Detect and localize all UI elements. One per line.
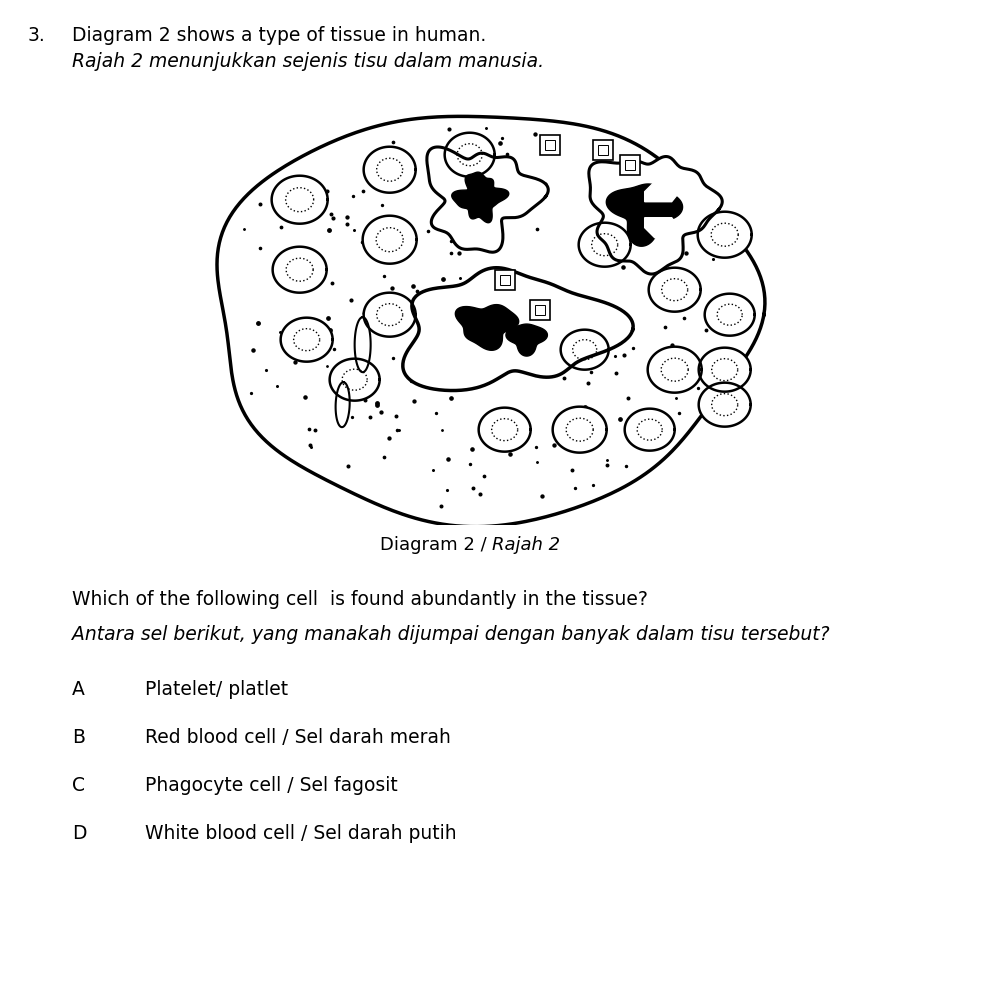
Polygon shape	[552, 407, 607, 453]
Polygon shape	[698, 211, 752, 258]
Polygon shape	[427, 147, 549, 252]
Polygon shape	[281, 318, 332, 362]
Text: C: C	[72, 776, 85, 795]
Text: Diagram 2 /: Diagram 2 /	[379, 536, 492, 554]
Text: Rajah 2 menunjukkan sejenis tisu dalam manusia.: Rajah 2 menunjukkan sejenis tisu dalam m…	[72, 52, 545, 71]
Polygon shape	[364, 147, 416, 193]
Polygon shape	[607, 184, 682, 246]
Polygon shape	[452, 172, 509, 222]
Polygon shape	[619, 155, 640, 175]
Polygon shape	[329, 359, 379, 401]
Polygon shape	[645, 217, 679, 238]
Text: Rajah 2: Rajah 2	[492, 536, 560, 554]
Polygon shape	[363, 215, 417, 264]
Polygon shape	[560, 330, 608, 370]
Text: Red blood cell / Sel darah merah: Red blood cell / Sel darah merah	[145, 728, 451, 747]
Polygon shape	[494, 270, 515, 289]
Polygon shape	[624, 409, 674, 451]
Polygon shape	[699, 382, 751, 427]
Text: Diagram 2 shows a type of tissue in human.: Diagram 2 shows a type of tissue in huma…	[72, 26, 487, 45]
Polygon shape	[479, 408, 531, 452]
Polygon shape	[530, 299, 549, 320]
Text: White blood cell / Sel darah putih: White blood cell / Sel darah putih	[145, 824, 457, 843]
Polygon shape	[271, 176, 327, 223]
Text: 3.: 3.	[28, 26, 46, 45]
Polygon shape	[645, 182, 679, 202]
Polygon shape	[699, 348, 751, 391]
Text: A: A	[72, 680, 85, 699]
Text: Which of the following cell  is found abundantly in the tissue?: Which of the following cell is found abu…	[72, 590, 648, 609]
Polygon shape	[403, 268, 633, 390]
Polygon shape	[540, 134, 559, 155]
Polygon shape	[648, 347, 702, 392]
Polygon shape	[593, 139, 612, 160]
Text: D: D	[72, 824, 87, 843]
Text: Platelet/ platlet: Platelet/ platlet	[145, 680, 288, 699]
Text: Antara sel berikut, yang manakah dijumpai dengan banyak dalam tisu tersebut?: Antara sel berikut, yang manakah dijumpa…	[72, 625, 830, 644]
Polygon shape	[444, 132, 494, 177]
Polygon shape	[579, 222, 631, 267]
Polygon shape	[355, 317, 371, 372]
Polygon shape	[364, 292, 416, 337]
Polygon shape	[455, 304, 519, 351]
Text: Phagocyte cell / Sel fagosit: Phagocyte cell / Sel fagosit	[145, 776, 398, 795]
Text: B: B	[72, 728, 85, 747]
Polygon shape	[272, 247, 326, 292]
Polygon shape	[335, 382, 350, 427]
Polygon shape	[506, 324, 548, 356]
Polygon shape	[217, 117, 765, 527]
Polygon shape	[589, 156, 723, 274]
Polygon shape	[649, 268, 701, 311]
Polygon shape	[705, 293, 755, 336]
